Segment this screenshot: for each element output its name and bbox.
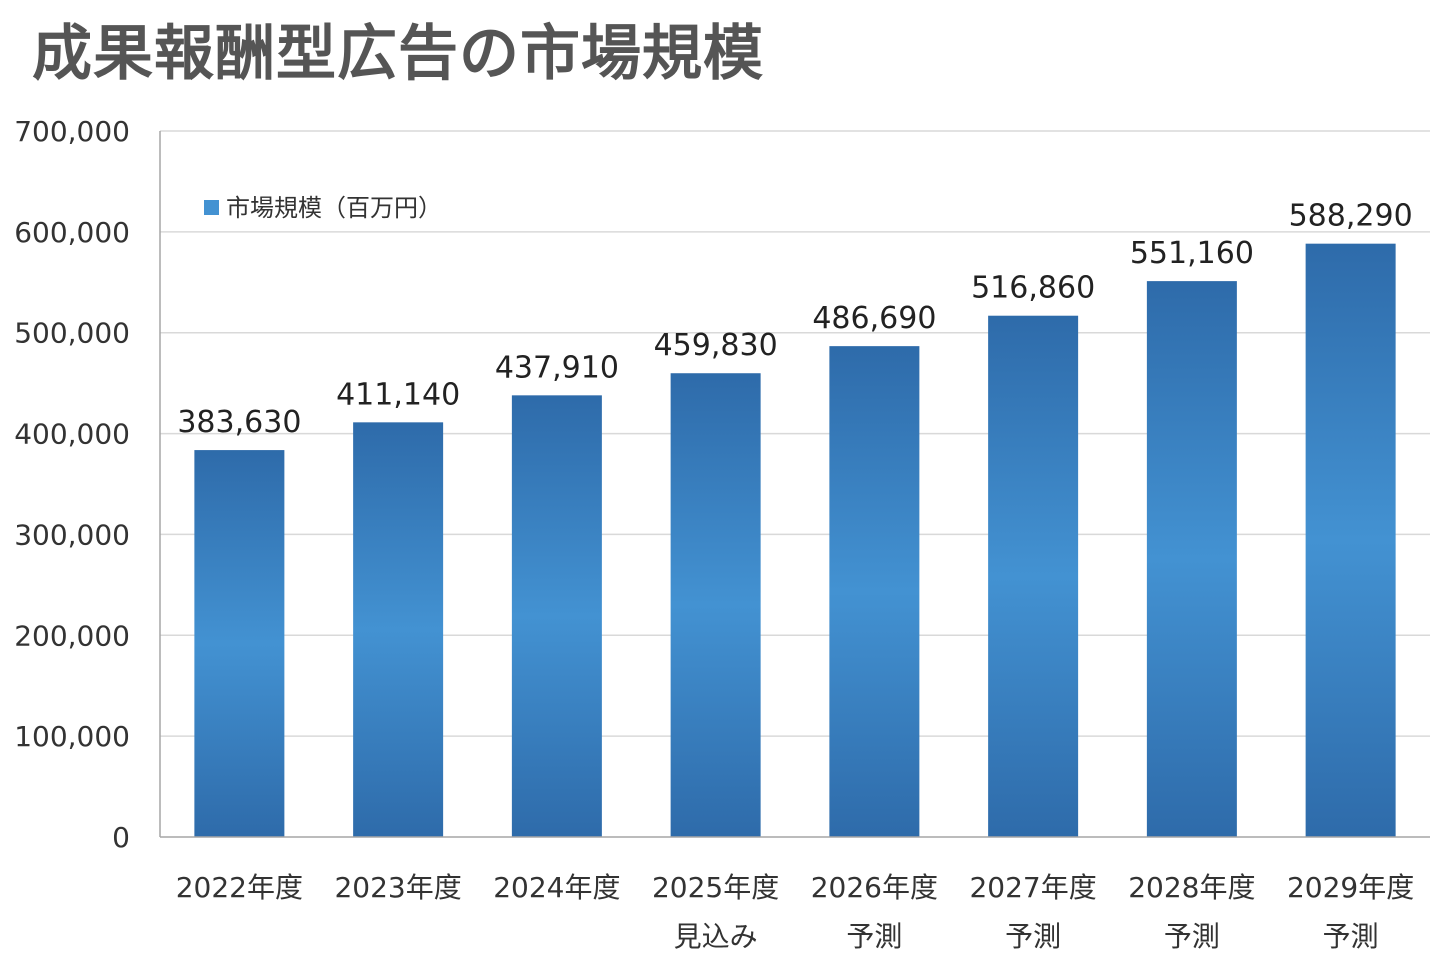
data-label: 437,910 xyxy=(495,350,619,385)
y-tick-label: 700,000 xyxy=(14,115,130,148)
bar xyxy=(1305,243,1396,838)
category-label: 2027年度 xyxy=(969,871,1096,904)
data-label: 459,830 xyxy=(654,328,778,363)
bar xyxy=(670,373,761,837)
y-tick-label: 400,000 xyxy=(14,418,130,451)
x-axis-category-labels: 2022年度 2023年度 2024年度 2025年度見込み2026年度予測2027年… xyxy=(176,871,1415,953)
y-tick-label: 200,000 xyxy=(14,619,130,652)
bar xyxy=(194,450,285,837)
y-tick-label: 600,000 xyxy=(14,216,130,249)
data-label: 411,140 xyxy=(336,377,460,412)
category-sublabel: 予測 xyxy=(846,920,902,953)
category-sublabel: 予測 xyxy=(1323,920,1379,953)
category-label: 2024年度 xyxy=(493,871,620,904)
legend-label: 市場規模（百万円） xyxy=(226,194,442,222)
data-label: 383,630 xyxy=(177,405,301,440)
bar xyxy=(829,346,920,837)
y-tick-label: 100,000 xyxy=(14,720,130,753)
page-title: 成果報酬型広告の市場規模 xyxy=(32,19,764,89)
bar xyxy=(353,422,444,837)
category-label: 2025年度 xyxy=(652,871,779,904)
category-sublabel: 予測 xyxy=(1005,920,1061,953)
y-tick-label: 0 xyxy=(112,821,130,854)
category-label: 2026年度 xyxy=(811,871,938,904)
y-tick-label: 500,000 xyxy=(14,317,130,350)
bars xyxy=(194,243,1396,838)
bar xyxy=(1146,281,1237,837)
bar xyxy=(988,315,1079,837)
category-label: 2028年度 xyxy=(1128,871,1255,904)
category-label: 2029年度 xyxy=(1287,871,1414,904)
category-label: 2023年度 xyxy=(334,871,461,904)
data-label: 551,160 xyxy=(1130,236,1254,271)
data-label: 516,860 xyxy=(971,271,1095,306)
legend: 市場規模（百万円） xyxy=(204,194,442,222)
legend-swatch xyxy=(204,200,219,215)
category-label: 2022年度 xyxy=(176,871,303,904)
data-labels: 383,630 411,140 437,910 459,830 486,690 516,8… xyxy=(177,199,1412,440)
category-sublabel: 予測 xyxy=(1164,920,1220,953)
bar xyxy=(511,395,602,837)
category-sublabel: 見込み xyxy=(674,920,758,953)
axes xyxy=(159,131,1430,838)
y-axis-tick-labels: 0 100,000 200,000 300,000 400,000 500,000 600,… xyxy=(14,115,130,854)
y-tick-label: 300,000 xyxy=(14,518,130,551)
data-label: 486,690 xyxy=(812,301,936,336)
data-label: 588,290 xyxy=(1289,199,1413,234)
